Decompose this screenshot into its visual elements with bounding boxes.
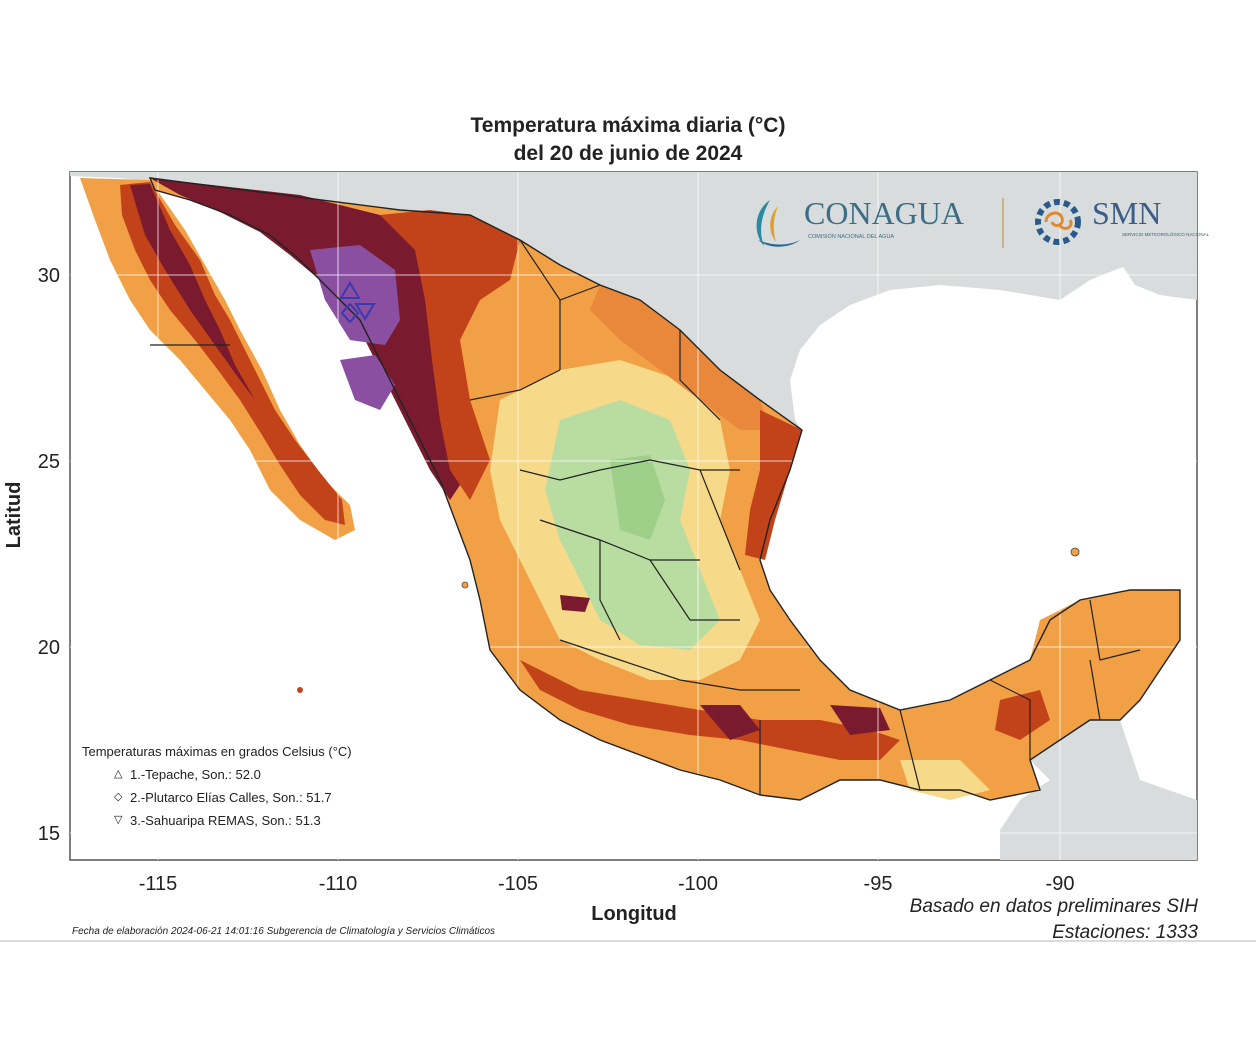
marker-sahuaripa (354, 303, 376, 321)
conagua-subtitle: COMISIÓN NACIONAL DEL AGUA (808, 233, 894, 240)
bottom-divider (0, 940, 1256, 942)
legend-title: Temperaturas máximas en grados Celsius (… (82, 744, 352, 759)
marker-plutarco (340, 302, 360, 324)
lat-tick-25: 25 (38, 451, 60, 473)
conagua-logo: CONAGUA COMISIÓN NACIONAL DEL AGUA (756, 195, 1004, 248)
legend-item-3: ▽ 3.-Sahuaripa REMAS, Son.: 51.3 (82, 809, 352, 832)
map-title-line1: Temperatura máxima diaria (°C) (470, 114, 786, 137)
lat-tick-15: 15 (38, 823, 60, 845)
source-line1: Basado en datos preliminares SIH (909, 896, 1198, 917)
map-title-line2: del 20 de junio de 2024 (513, 142, 743, 165)
map-gridlines (70, 172, 1197, 860)
sonora-extreme-zone (150, 178, 470, 500)
smn-logo: SMN SERVICIO METEOROLÓGICO NACIONAL (1035, 195, 1210, 245)
central-america-land (1000, 720, 1197, 860)
smn-wordmark: SMN (1092, 195, 1161, 231)
lon-tick-90: -90 (1046, 873, 1075, 895)
marker-tepache (339, 281, 361, 299)
station-markers (339, 281, 376, 324)
state-borders (150, 239, 1141, 795)
x-axis-label: Longitud (591, 903, 677, 925)
lon-tick-110: -110 (319, 873, 358, 895)
y-axis-label: Latitud (3, 482, 25, 549)
legend-item-1: △ 1.-Tepache, Son.: 52.0 (82, 763, 352, 786)
lon-tick-115: -115 (139, 873, 178, 895)
data-source-note: Basado en datos preliminares SIH Estacio… (910, 894, 1198, 946)
source-stations: Estaciones: 1333 (1052, 922, 1198, 943)
south-hot-belt (520, 660, 900, 760)
triangle-down-icon: ▽ (114, 814, 123, 826)
lat-tick-20: 20 (38, 637, 60, 659)
legend-item-2: ◇ 2.-Plutarco Elías Calles, Son.: 51.7 (82, 786, 352, 809)
diamond-icon: ◇ (114, 791, 123, 803)
elaboration-footer: Fecha de elaboración 2024-06-21 14:01:16… (72, 926, 496, 937)
lon-tick-100: -100 (678, 873, 718, 895)
florida-land (1120, 258, 1197, 300)
conagua-wordmark: CONAGUA (804, 195, 964, 231)
usa-land (70, 172, 1197, 430)
temperature-legend: Temperaturas máximas en grados Celsius (… (82, 740, 352, 832)
smn-subtitle: SERVICIO METEOROLÓGICO NACIONAL (1122, 231, 1210, 237)
triangle-up-icon: △ (114, 768, 123, 780)
lon-tick-105: -105 (498, 873, 538, 895)
lat-tick-30: 30 (38, 265, 60, 287)
lon-tick-95: -95 (864, 873, 893, 895)
